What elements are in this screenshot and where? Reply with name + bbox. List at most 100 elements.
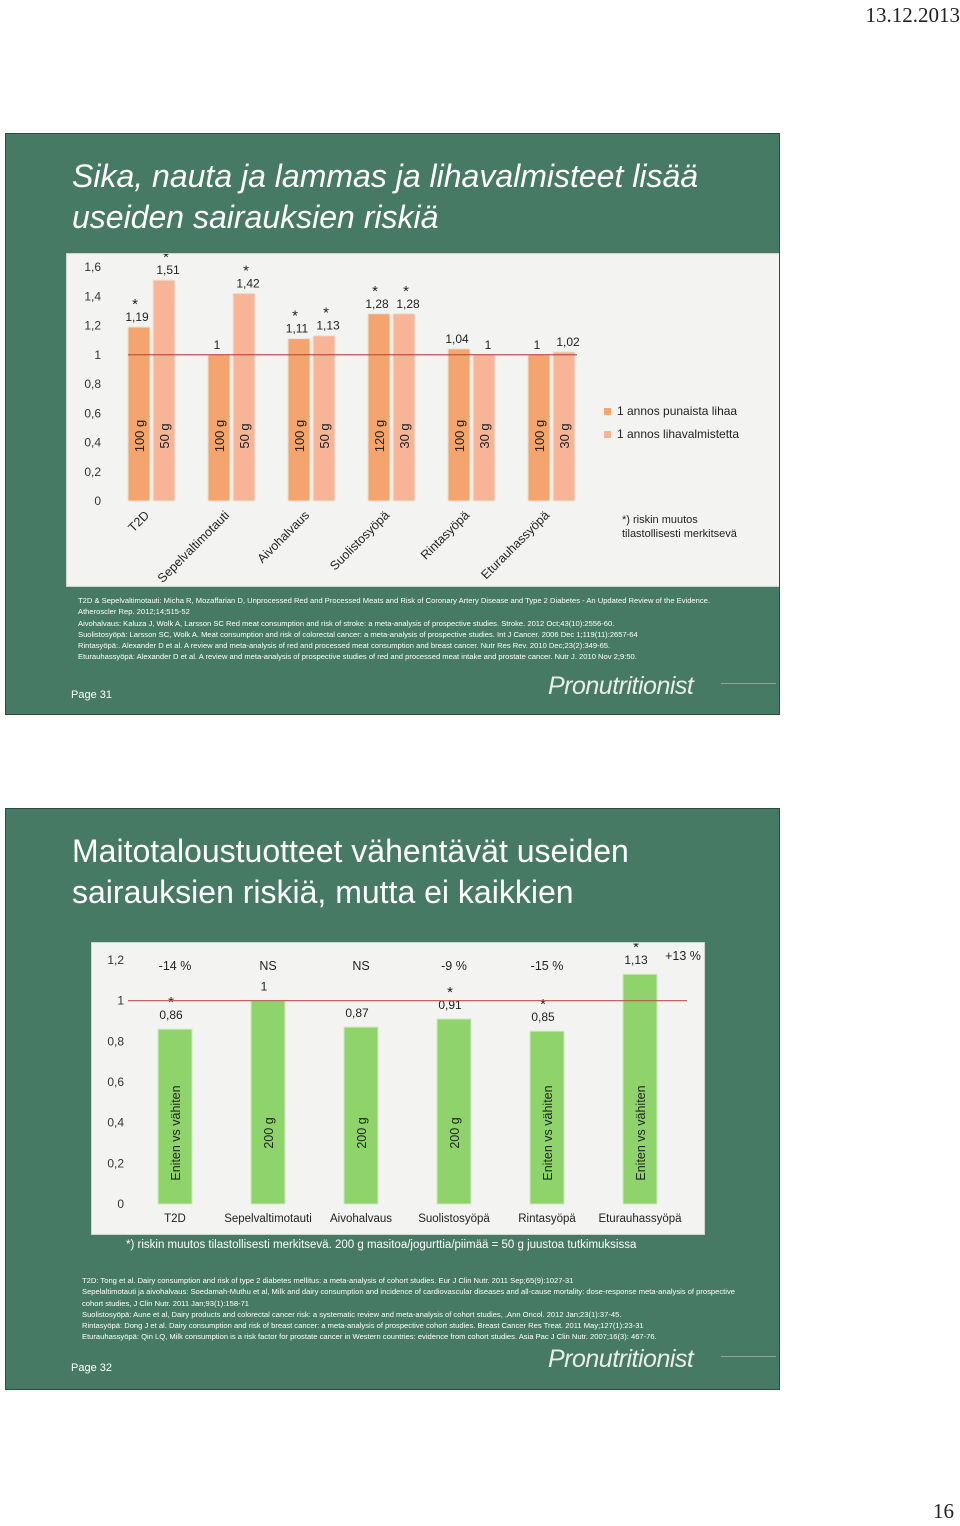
bar-portion-label: 50 g (237, 423, 252, 448)
slide-title: Sika, nauta ja lammas ja lihavalmisteet … (72, 158, 699, 235)
x-tick-label: Sepelvaltimotauti (224, 1213, 312, 1225)
y-tick-label: 0,4 (107, 1116, 124, 1130)
bar (232, 292, 256, 502)
legend-label-processed-meat: 1 annos lihavalmistetta (617, 427, 740, 441)
reference-item: T2D: Tong et al. Dairy consumption and r… (82, 1276, 574, 1285)
data-label: 0,91 (438, 998, 462, 1012)
legend-label-red-meat: 1 annos punaista lihaa (617, 404, 738, 418)
slide-31: Sika, nauta ja lammas ja lihavalmisteet … (5, 133, 780, 715)
bar-dose-label: Eniten vs vähiten (634, 1085, 648, 1180)
legend-swatch-processed-meat (604, 431, 611, 439)
y-tick-label: 1,2 (107, 953, 124, 967)
brand-logo: Pronutritionist (548, 1345, 694, 1373)
data-label: 0,85 (531, 1010, 555, 1024)
x-tick-label: Rintasyöpä (518, 1213, 576, 1225)
bar-portion-label: 50 g (157, 423, 172, 448)
change-label: +13 % (665, 949, 701, 963)
reference-item: Suolistosyöpä: Larsson SC, Wolk A. Meat … (78, 629, 638, 639)
significance-star: * (168, 994, 174, 1011)
bar-dose-label: 200 g (262, 1117, 276, 1148)
reference-item: Rintasyöpä:. Alexander D et al. A review… (78, 641, 611, 651)
y-tick-label: 0 (94, 494, 101, 508)
bar (529, 1030, 565, 1205)
data-label: 1,11 (286, 322, 309, 336)
data-label: 1 (485, 338, 492, 352)
bar-dose-label: Eniten vs vähiten (541, 1085, 555, 1180)
significance-star: * (132, 296, 138, 313)
dairy-risk-chart: 0 0,2 0,4 0,6 0,8 1 1,2 Eniten vs vähiten 0,86 * -… (91, 942, 705, 1235)
brand-logo: Pronutritionist (548, 672, 694, 700)
slide-title: Maitotaloustuotteet vähentävät useiden s… (72, 833, 629, 910)
significance-star: * (163, 254, 169, 266)
change-label: -14 % (159, 959, 192, 973)
reference-item: Aivohalvaus: Kaluza J, Wolk A, Larsson S… (78, 618, 615, 628)
x-tick-label: Eturauhassyöpä (478, 508, 552, 582)
y-tick-label: 1 (94, 348, 101, 362)
bar-portion-label: 100 g (532, 420, 547, 453)
bar (552, 351, 576, 502)
significance-star: * (292, 308, 298, 325)
y-tick-label: 1,4 (84, 289, 101, 303)
y-tick-label: 0,6 (107, 1075, 124, 1089)
bar (127, 326, 151, 502)
bar (447, 348, 471, 502)
bar-dose-label: Eniten vs vähiten (169, 1085, 183, 1180)
data-label: 1,19 (125, 310, 149, 324)
y-tick-label: 0,2 (84, 465, 101, 479)
bar-portion-label: 100 g (452, 420, 467, 453)
reference-item: Eturauhassyöpä: Qin LQ, Milk consumption… (82, 1332, 657, 1342)
y-tick-label: 0,4 (84, 436, 101, 450)
y-tick-label: 0,6 (84, 406, 101, 420)
bar-portion-label: 100 g (212, 420, 227, 453)
x-tick-label: T2D (126, 508, 153, 535)
bar-portion-label: 30 g (477, 423, 492, 448)
y-tick-label: 0,8 (84, 377, 101, 391)
page-label: Page 31 (71, 689, 112, 701)
data-label: 0,87 (345, 1006, 369, 1020)
change-label: -15 % (531, 959, 564, 973)
bar-dose-label: 200 g (355, 1117, 369, 1148)
data-label: 1 (214, 338, 221, 352)
data-label: 1,42 (236, 276, 260, 290)
data-label: 1,13 (624, 953, 648, 967)
bar (152, 279, 176, 502)
data-label: 1 (534, 338, 541, 352)
bar (312, 335, 336, 502)
significance-star: * (403, 283, 409, 300)
bar-portion-label: 50 g (317, 423, 332, 448)
reference-item: Eturauhassyöpä: Alexander D et al. A rev… (78, 652, 637, 662)
x-tick-label: Aivohalvaus (255, 508, 313, 566)
reference-item: Suolistosyöpä: Aune et al, Dairy product… (82, 1309, 622, 1319)
page-number: 16 (933, 1499, 954, 1523)
x-tick-label: Sepelvaltimotauti (155, 508, 232, 585)
brand-divider (721, 1356, 776, 1357)
significance-star: * (540, 996, 546, 1013)
bar (622, 973, 658, 1205)
y-tick-label: 1,6 (84, 260, 101, 274)
bar (157, 1028, 193, 1205)
slide-32: Maitotaloustuotteet vähentävät useiden s… (5, 808, 780, 1390)
y-tick-label: 1,2 (84, 319, 101, 333)
significance-note: *) riskin muutos tilastollisesti merkits… (126, 1239, 637, 1251)
meat-risk-chart: 0 0,2 0,4 0,6 0,8 1 1,2 1,4 1,6 100 g 1,19 * 50 g 1,5… (66, 253, 779, 587)
x-tick-label: Suolistosyöpä (327, 508, 392, 573)
y-tick-label: 0,2 (107, 1156, 124, 1170)
data-label: 1,13 (316, 319, 340, 333)
significance-star: * (633, 943, 639, 956)
legend-item-processed-meat: 1 annos lihavalmistetta (604, 427, 739, 441)
x-tick-label: Rintasyöpä (418, 508, 472, 562)
bar (250, 1000, 286, 1205)
bar (436, 1018, 472, 1205)
data-label: 1,02 (556, 335, 580, 349)
bar-portion-label: 120 g (372, 420, 387, 453)
date-stamp: 13.12.2013 (865, 3, 960, 27)
significance-star: * (372, 283, 378, 300)
bar-portion-label: 30 g (397, 423, 412, 448)
bar-dose-label: 200 g (448, 1117, 462, 1148)
brand-divider (721, 683, 776, 684)
x-tick-label: T2D (164, 1213, 186, 1225)
significance-note: *) riskin muutos tilastollisesti merkits… (622, 514, 737, 540)
data-label: 0,86 (159, 1008, 183, 1022)
change-label: NS (259, 959, 276, 973)
